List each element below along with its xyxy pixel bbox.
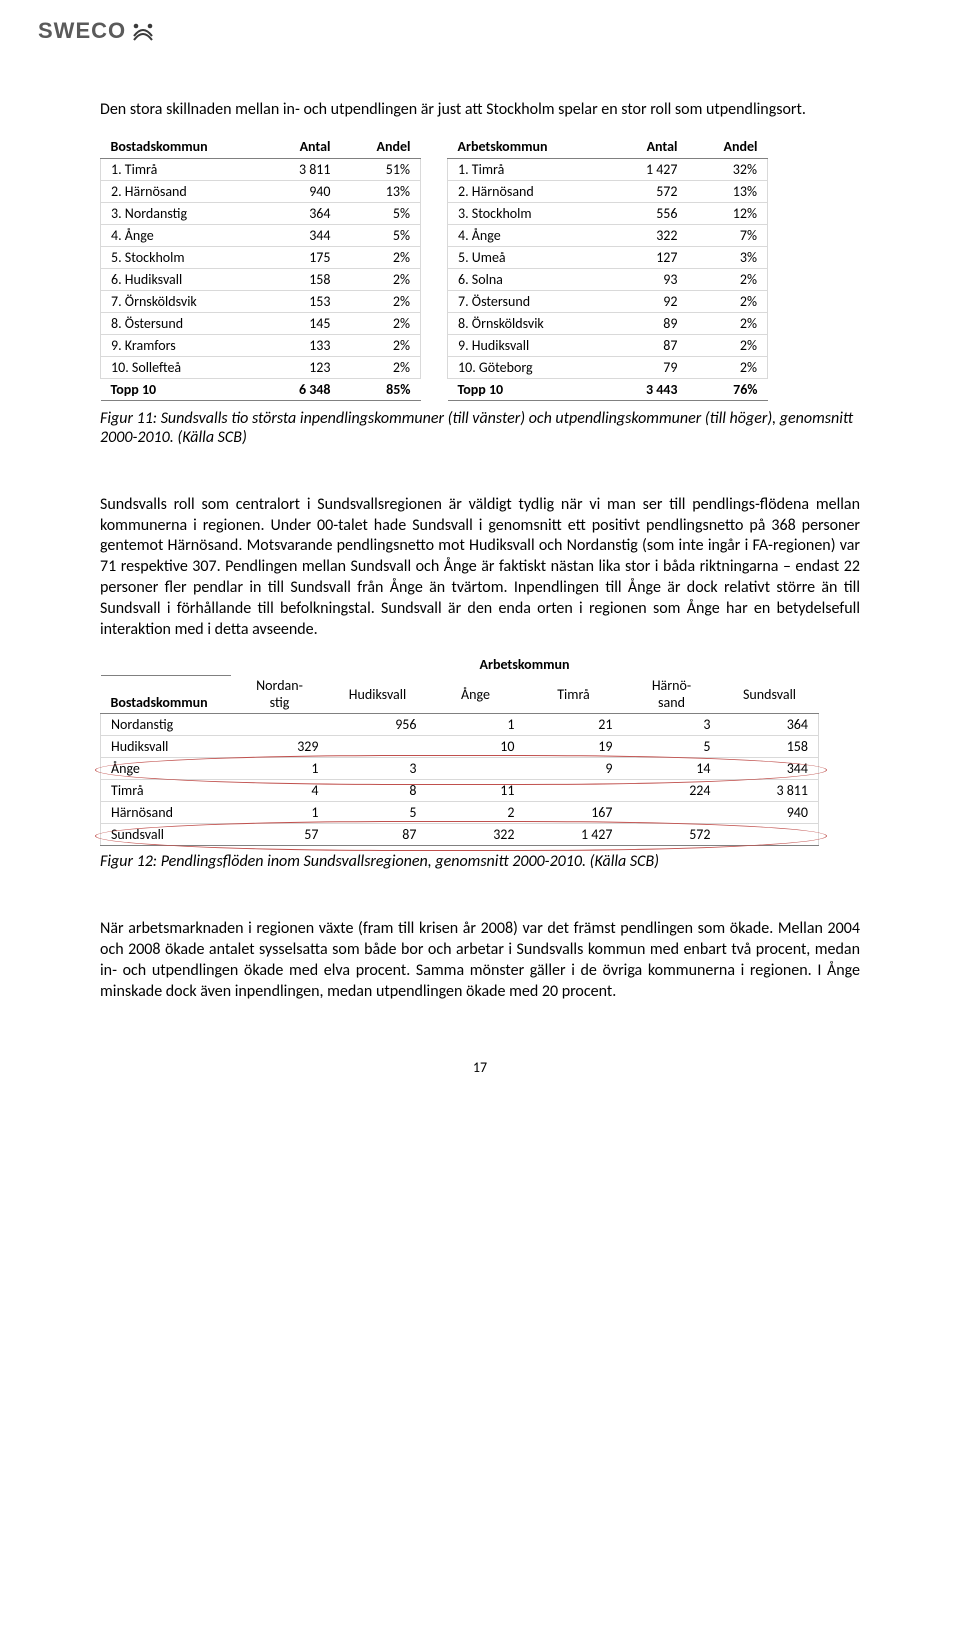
- table-total-row: Topp 106 34885%: [101, 378, 421, 400]
- table-row: 6. Hudiksvall1582%: [101, 268, 421, 290]
- table-row: 9. Kramfors1332%: [101, 334, 421, 356]
- th-bostadskommun-label: Bostadskommun: [101, 675, 231, 714]
- th-arbetskommun-group: Arbetskommun: [231, 654, 819, 675]
- th-col: Hudiksvall: [329, 675, 427, 714]
- table-row: 10. Sollefteå1232%: [101, 356, 421, 378]
- th-col: Ånge: [427, 675, 525, 714]
- body-paragraph-3: När arbetsmarknaden i regionen växte (fr…: [100, 919, 860, 1002]
- table-row: 7. Örnsköldsvik1532%: [101, 290, 421, 312]
- table-row: Nordanstig9561213364: [101, 714, 819, 736]
- table-row: 8. Östersund1452%: [101, 312, 421, 334]
- table-row: 10. Göteborg792%: [448, 356, 768, 378]
- table-row: 3. Stockholm55612%: [448, 202, 768, 224]
- table-bostadskommun: Bostadskommun Antal Andel 1. Timrå3 8115…: [100, 135, 421, 401]
- page-number: 17: [100, 1059, 860, 1076]
- caption-figur11: Figur 11: Sundsvalls tio största inpendl…: [100, 409, 860, 447]
- table-row: Hudiksvall32910195158: [101, 736, 819, 758]
- th-antal: Antal: [261, 135, 341, 159]
- table-row: 2. Härnösand57213%: [448, 180, 768, 202]
- table-row: 5. Stockholm1752%: [101, 246, 421, 268]
- table-row: 9. Hudiksvall872%: [448, 334, 768, 356]
- table-row: 1. Timrå1 42732%: [448, 158, 768, 180]
- table-row: 8. Örnsköldsvik892%: [448, 312, 768, 334]
- table-row: 4. Ånge3445%: [101, 224, 421, 246]
- table-arbetskommun: Arbetskommun Antal Andel 1. Timrå1 42732…: [447, 135, 768, 401]
- th-bostadskommun: Bostadskommun: [101, 135, 261, 159]
- caption-figur12: Figur 12: Pendlingsflöden inom Sundsvall…: [100, 852, 860, 871]
- table-row: 4. Ånge3227%: [448, 224, 768, 246]
- th-andel: Andel: [688, 135, 768, 159]
- table-row: 7. Östersund922%: [448, 290, 768, 312]
- logo-mark-icon: [132, 20, 154, 42]
- table-row: Härnösand152167940: [101, 802, 819, 824]
- logo-text: SWECO: [38, 18, 126, 44]
- table-row: 6. Solna932%: [448, 268, 768, 290]
- table-row: 2. Härnösand94013%: [101, 180, 421, 202]
- th-arbetskommun: Arbetskommun: [448, 135, 608, 159]
- table-total-row: Topp 103 44376%: [448, 378, 768, 400]
- th-col: Härnö-sand: [623, 675, 721, 714]
- table-row: 1. Timrå3 81151%: [101, 158, 421, 180]
- th-col: Timrå: [525, 675, 623, 714]
- intro-paragraph: Den stora skillnaden mellan in- och utpe…: [100, 100, 860, 121]
- table-topp10: Bostadskommun Antal Andel 1. Timrå3 8115…: [100, 135, 860, 401]
- th-andel: Andel: [341, 135, 421, 159]
- th-col: Sundsvall: [721, 675, 819, 714]
- body-paragraph-2: Sundsvalls roll som centralort i Sundsva…: [100, 495, 860, 641]
- table-row: Timrå48112243 811: [101, 780, 819, 802]
- table-row: Sundsvall57873221 427572: [101, 824, 819, 846]
- th-antal: Antal: [608, 135, 688, 159]
- logo: SWECO: [38, 18, 154, 44]
- table-row: Ånge13914344: [101, 758, 819, 780]
- table-pendlingsfloden: Arbetskommun Bostadskommun Nordan-stigHu…: [100, 654, 860, 846]
- table-row: 5. Umeå1273%: [448, 246, 768, 268]
- th-col: Nordan-stig: [231, 675, 329, 714]
- table-row: 3. Nordanstig3645%: [101, 202, 421, 224]
